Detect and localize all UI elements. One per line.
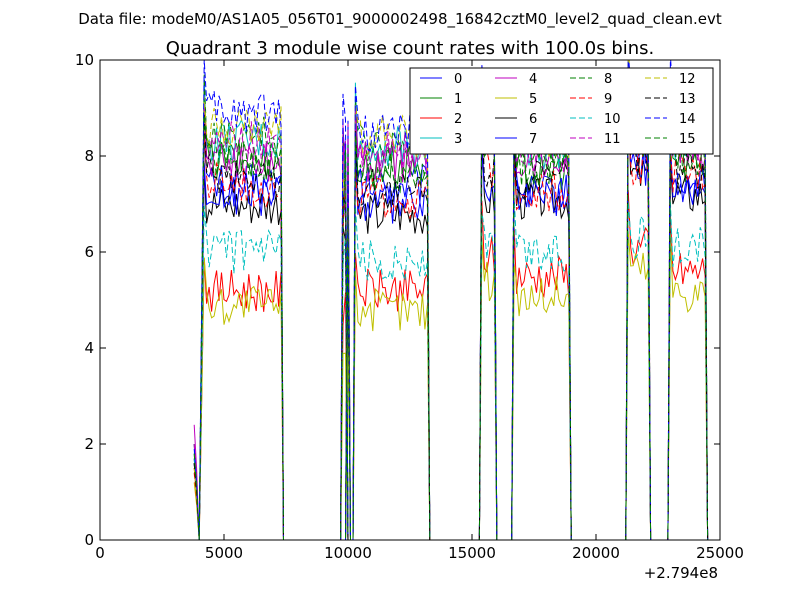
series-line-5 xyxy=(193,231,709,540)
legend-label-10: 10 xyxy=(604,112,621,127)
chart-title: Quadrant 3 module wise count rates with … xyxy=(166,38,655,59)
legend-label-9: 9 xyxy=(604,92,612,107)
legend-label-14: 14 xyxy=(679,112,696,127)
y-tick-label: 10 xyxy=(75,51,94,69)
legend-label-15: 15 xyxy=(679,132,696,147)
y-tick-label: 8 xyxy=(84,147,94,165)
legend-label-1: 1 xyxy=(454,92,462,107)
legend-label-3: 3 xyxy=(454,132,462,147)
x-tick-label: 15000 xyxy=(448,544,496,562)
series-line-2 xyxy=(193,189,709,540)
legend-label-12: 12 xyxy=(679,72,696,87)
legend-frame xyxy=(409,67,714,155)
x-tick-label: 5000 xyxy=(205,544,243,562)
legend-label-2: 2 xyxy=(454,112,462,127)
series-line-0 xyxy=(193,75,709,540)
legend-label-7: 7 xyxy=(529,132,537,147)
legend-label-6: 6 xyxy=(529,112,537,127)
legend-label-8: 8 xyxy=(604,72,612,87)
legend-label-5: 5 xyxy=(529,92,537,107)
x-tick-label: 20000 xyxy=(572,544,620,562)
figure-suptitle: Data file: modeM0/AS1A05_056T01_90000024… xyxy=(78,10,722,29)
legend-label-4: 4 xyxy=(529,72,537,87)
x-tick-label: 0 xyxy=(95,544,105,562)
series-line-10 xyxy=(193,197,709,540)
series-line-13 xyxy=(193,102,709,540)
y-tick-label: 0 xyxy=(84,531,94,549)
x-tick-label: 25000 xyxy=(696,544,744,562)
plot-frame xyxy=(99,59,721,541)
x-offset-label: +2.794e8 xyxy=(644,564,718,582)
legend-label-0: 0 xyxy=(454,72,462,87)
legend-label-13: 13 xyxy=(679,92,696,107)
legend-label-11: 11 xyxy=(604,132,621,147)
y-tick-label: 2 xyxy=(84,435,94,453)
y-tick-label: 4 xyxy=(84,339,94,357)
x-tick-label: 10000 xyxy=(324,544,372,562)
y-tick-label: 6 xyxy=(84,243,94,261)
